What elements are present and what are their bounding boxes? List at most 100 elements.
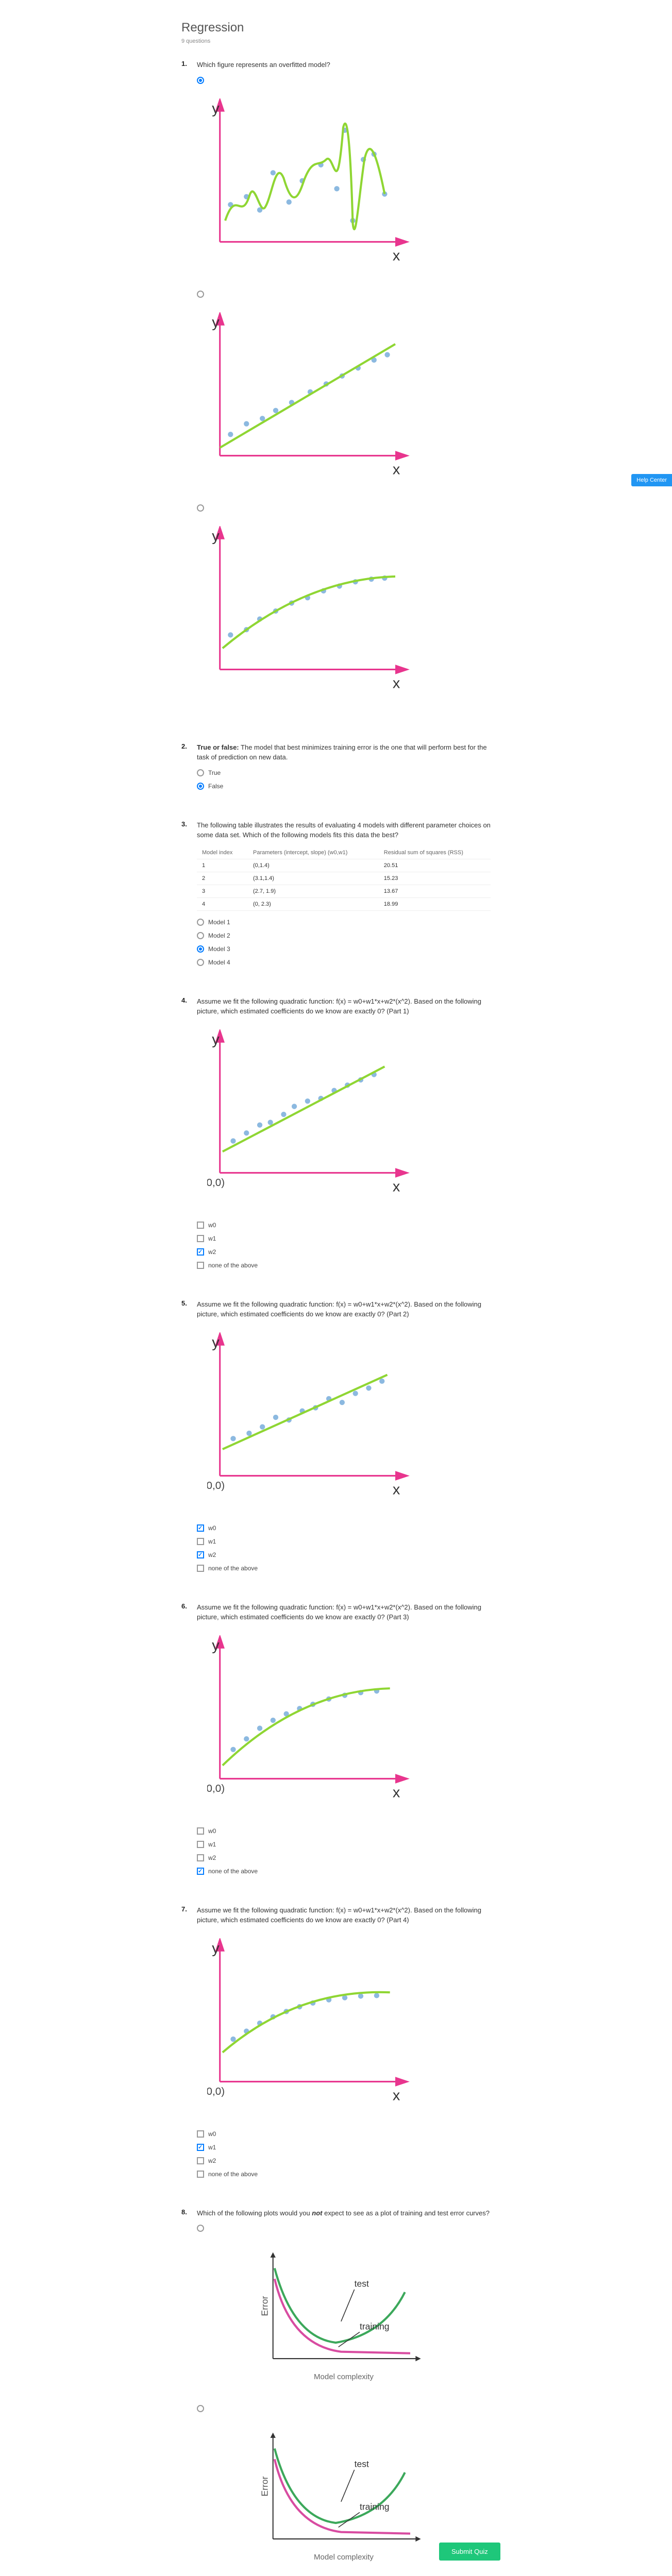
question-text: Assume we fit the following quadratic fu… bbox=[197, 1905, 491, 1925]
checkbox-option[interactable] bbox=[197, 1827, 204, 1835]
option-label: w1 bbox=[208, 1235, 216, 1242]
option-label: w1 bbox=[208, 2144, 216, 2151]
svg-text:Error: Error bbox=[261, 2296, 270, 2316]
question-text: The following table illustrates the resu… bbox=[197, 820, 491, 840]
figure-linear: y x bbox=[207, 312, 413, 482]
question-number: 4. bbox=[181, 996, 197, 1274]
svg-text:x: x bbox=[393, 1784, 400, 1801]
checkbox-option[interactable] bbox=[197, 1551, 204, 1558]
checkbox-option[interactable] bbox=[197, 1854, 204, 1861]
question-text: Assume we fit the following quadratic fu… bbox=[197, 996, 491, 1016]
quadratic-figure: y x (0,0) bbox=[207, 1332, 413, 1502]
svg-text:x: x bbox=[393, 675, 400, 691]
option-label: Model 3 bbox=[208, 945, 230, 953]
question-number: 2. bbox=[181, 742, 197, 794]
checkbox-option[interactable] bbox=[197, 2144, 204, 2151]
checkbox-option[interactable] bbox=[197, 1235, 204, 1242]
radio-option[interactable] bbox=[197, 959, 204, 966]
radio-option[interactable] bbox=[197, 2405, 204, 2412]
option-label: w0 bbox=[208, 1827, 216, 1835]
quadratic-figure: y x (0,0) bbox=[207, 1635, 413, 1805]
question-text: True or false: The model that best minim… bbox=[197, 742, 491, 762]
checkbox-option[interactable] bbox=[197, 2130, 204, 2138]
quiz-subtitle: 9 questions bbox=[181, 38, 491, 44]
submit-quiz-button[interactable]: Submit Quiz bbox=[439, 2543, 500, 2561]
option-label: none of the above bbox=[208, 1262, 258, 1269]
question-number: 7. bbox=[181, 1905, 197, 2182]
table-header: Model index bbox=[197, 846, 248, 859]
checkbox-option[interactable] bbox=[197, 1841, 204, 1848]
svg-text:training: training bbox=[360, 2321, 390, 2331]
question-text: Which of the following plots would you n… bbox=[197, 2208, 491, 2218]
svg-text:y: y bbox=[212, 1940, 220, 1956]
radio-option[interactable] bbox=[197, 291, 204, 298]
radio-option[interactable] bbox=[197, 504, 204, 512]
checkbox-option[interactable] bbox=[197, 1538, 204, 1545]
svg-text:test: test bbox=[355, 2279, 369, 2289]
svg-text:Error: Error bbox=[261, 2476, 270, 2496]
table-row: 2(3.1,1.4)15.23 bbox=[197, 872, 491, 885]
question-text: Assume we fit the following quadratic fu… bbox=[197, 1602, 491, 1622]
option-label: none of the above bbox=[208, 1565, 258, 1572]
error-curve-figure: Error test training Model complexity bbox=[261, 2427, 426, 2571]
option-label: w2 bbox=[208, 2157, 216, 2164]
radio-option[interactable] bbox=[197, 77, 204, 84]
svg-text:y: y bbox=[212, 1031, 220, 1047]
svg-text:test: test bbox=[355, 2459, 369, 2469]
table-row: 4(0, 2.3)18.99 bbox=[197, 897, 491, 910]
radio-option[interactable] bbox=[197, 2225, 204, 2232]
svg-text:x: x bbox=[393, 1481, 400, 1498]
table-header: Parameters (intercept, slope) (w0,w1) bbox=[248, 846, 379, 859]
q2-prefix: True or false: bbox=[197, 743, 239, 751]
svg-text:y: y bbox=[212, 528, 220, 544]
question-number: 8. bbox=[181, 2208, 197, 2576]
quadratic-figure: y x (0,0) bbox=[207, 1938, 413, 2108]
table-header: Residual sum of squares (RSS) bbox=[379, 846, 491, 859]
radio-option[interactable] bbox=[197, 945, 204, 953]
option-label: Model 1 bbox=[208, 919, 230, 926]
question-text: Assume we fit the following quadratic fu… bbox=[197, 1299, 491, 1319]
quiz-header: Regression 9 questions bbox=[181, 21, 491, 44]
checkbox-option[interactable] bbox=[197, 1868, 204, 1875]
checkbox-option[interactable] bbox=[197, 2157, 204, 2164]
option-label: Model 2 bbox=[208, 932, 230, 939]
option-label: False bbox=[208, 783, 223, 790]
checkbox-option[interactable] bbox=[197, 1222, 204, 1229]
question-number: 5. bbox=[181, 1299, 197, 1577]
checkbox-option[interactable] bbox=[197, 2171, 204, 2178]
help-center-button[interactable]: Help Center bbox=[631, 474, 672, 486]
option-label: w0 bbox=[208, 1222, 216, 1229]
radio-option[interactable] bbox=[197, 919, 204, 926]
radio-option[interactable] bbox=[197, 932, 204, 939]
option-label: w0 bbox=[208, 1524, 216, 1532]
option-label: w0 bbox=[208, 2130, 216, 2138]
svg-text:training: training bbox=[360, 2501, 390, 2512]
svg-text:(0,0): (0,0) bbox=[207, 1783, 225, 1794]
svg-text:y: y bbox=[212, 314, 220, 330]
option-label: w2 bbox=[208, 1854, 216, 1861]
option-label: w2 bbox=[208, 1551, 216, 1558]
radio-option[interactable] bbox=[197, 769, 204, 776]
option-label: w1 bbox=[208, 1538, 216, 1545]
svg-text:x: x bbox=[393, 1178, 400, 1195]
table-row: 3(2.7, 1.9)13.67 bbox=[197, 885, 491, 897]
checkbox-option[interactable] bbox=[197, 1524, 204, 1532]
results-table: Model index Parameters (intercept, slope… bbox=[197, 846, 491, 911]
q2-body: The model that best minimizes training e… bbox=[197, 743, 487, 761]
option-label: Model 4 bbox=[208, 959, 230, 966]
checkbox-option[interactable] bbox=[197, 1565, 204, 1572]
option-label: w2 bbox=[208, 1248, 216, 1256]
svg-text:(0,0): (0,0) bbox=[207, 2086, 225, 2097]
question-text: Which figure represents an overfitted mo… bbox=[197, 60, 491, 70]
option-label: w1 bbox=[208, 1841, 216, 1848]
figure-goodfit: y x bbox=[207, 526, 413, 696]
checkbox-option[interactable] bbox=[197, 1248, 204, 1256]
svg-text:y: y bbox=[212, 1637, 220, 1653]
table-row: 1(0,1.4)20.51 bbox=[197, 859, 491, 872]
svg-text:(0,0): (0,0) bbox=[207, 1177, 225, 1189]
svg-text:y: y bbox=[212, 100, 220, 116]
checkbox-option[interactable] bbox=[197, 1262, 204, 1269]
error-curve-figure: Error test training Model complexity bbox=[261, 2246, 426, 2391]
radio-option[interactable] bbox=[197, 783, 204, 790]
svg-text:y: y bbox=[212, 1334, 220, 1350]
